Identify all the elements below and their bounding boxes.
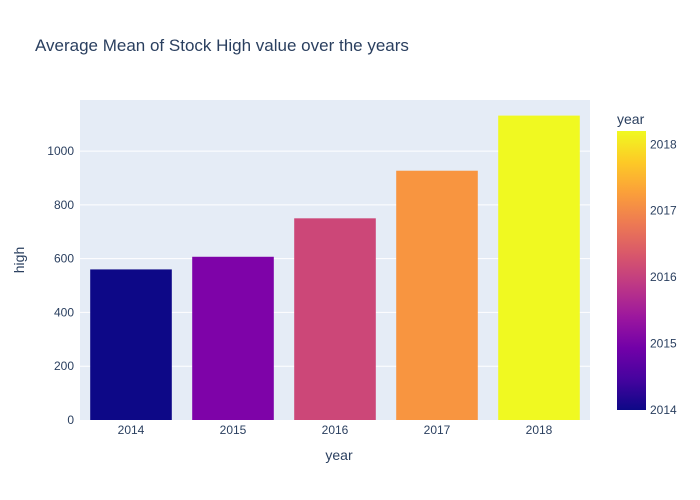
colorbar-tick-label-2016: 2016 [650,270,677,284]
bars [90,115,580,420]
bar-2017 [396,170,478,420]
y-tick-label-800: 800 [54,198,74,212]
x-tick-label-2016: 2016 [322,423,349,437]
y-tick-label-1000: 1000 [47,144,74,158]
bar-2016 [294,218,376,420]
x-axis-title: year [325,447,353,463]
y-tick-label-0: 0 [67,413,74,427]
bar-2015 [192,256,274,420]
colorbar-tick-label-2018: 2018 [650,137,677,151]
bar-2014 [90,269,172,420]
bar-2018 [498,115,580,420]
colorbar-tick-label-2015: 2015 [650,337,677,351]
colorbar-title: year [617,111,645,127]
y-axis-title: high [11,247,27,273]
x-axis-ticks: 2014 2015 2016 2017 2018 [118,423,553,437]
x-tick-label-2017: 2017 [424,423,451,437]
y-tick-label-600: 600 [54,252,74,266]
colorbar-tick-label-2017: 2017 [650,204,677,218]
y-tick-label-200: 200 [54,359,74,373]
y-axis-ticks: 0 200 400 600 800 1000 [47,144,74,427]
x-tick-label-2014: 2014 [118,423,145,437]
x-tick-label-2015: 2015 [220,423,247,437]
x-tick-label-2018: 2018 [526,423,553,437]
colorbar-ticks: 2014 2015 2016 2017 2018 [650,137,677,417]
colorbar [617,131,646,410]
y-tick-label-400: 400 [54,305,74,319]
colorbar-tick-label-2014: 2014 [650,403,677,417]
chart-title: Average Mean of Stock High value over th… [35,36,409,55]
